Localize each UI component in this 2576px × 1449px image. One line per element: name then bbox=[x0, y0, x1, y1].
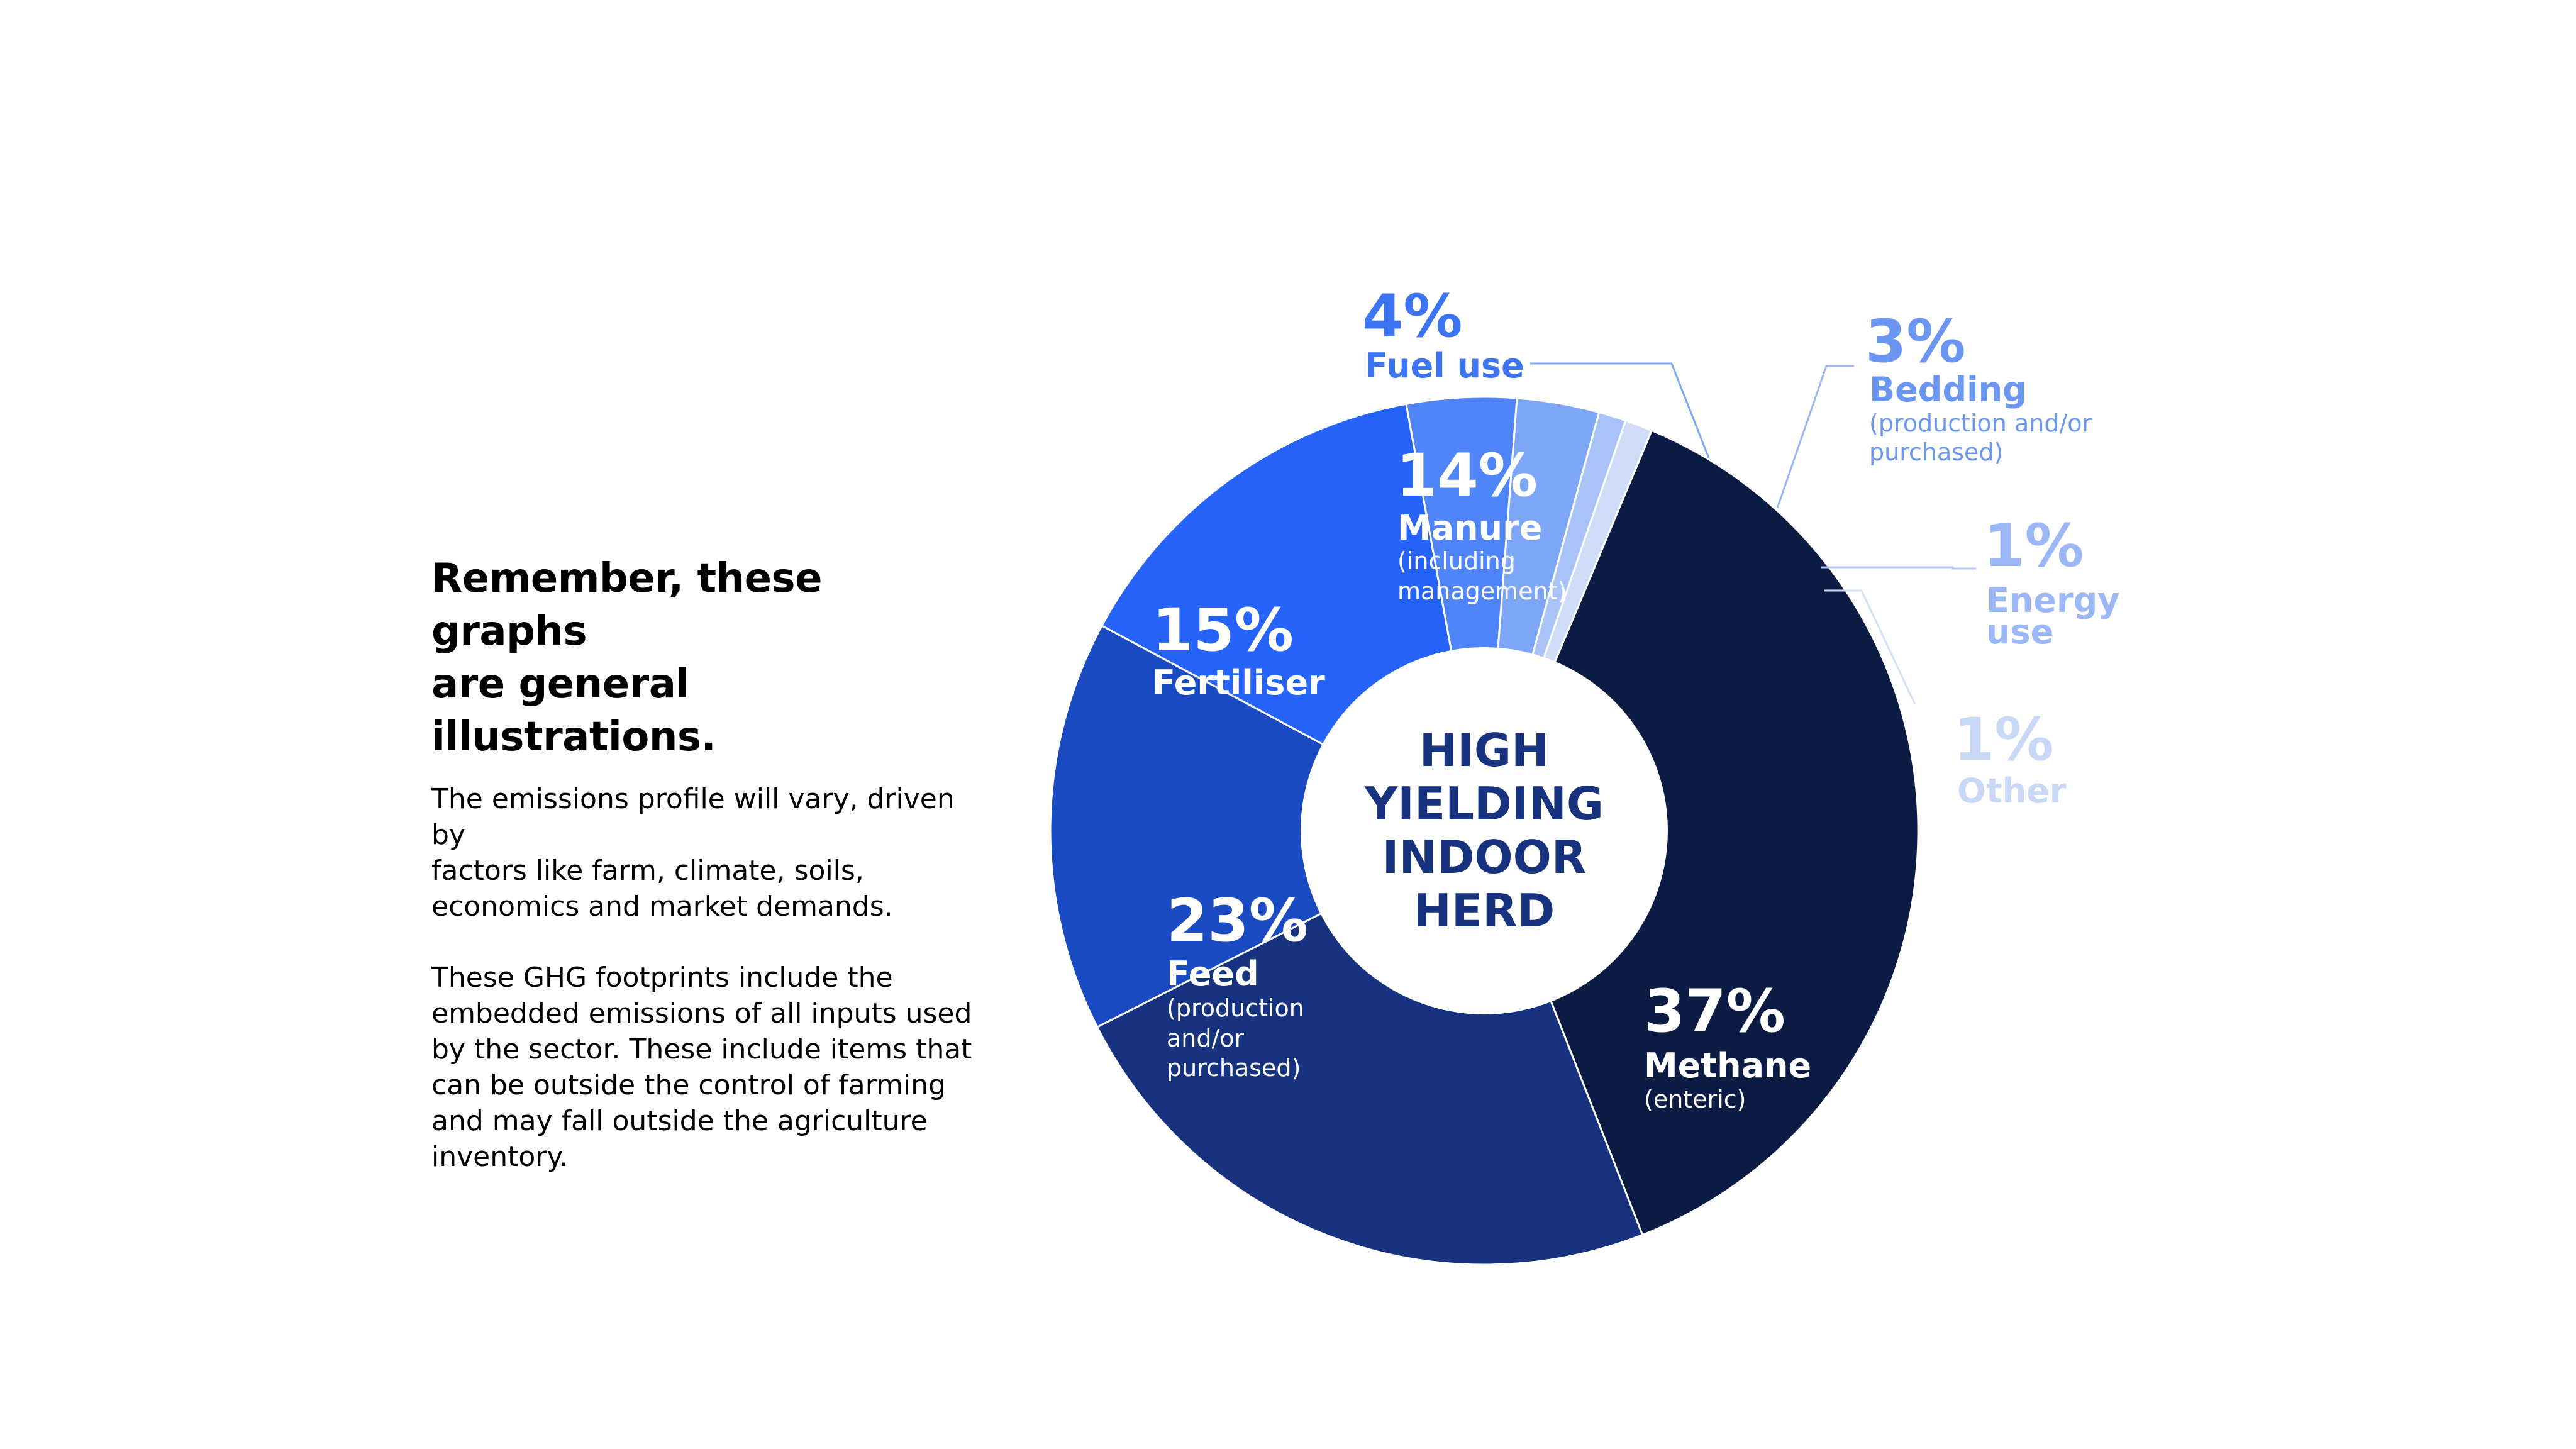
center-label-line: HERD bbox=[1414, 884, 1555, 937]
slice-sub-methane: (enteric) bbox=[1644, 1085, 1746, 1113]
slice-label-manure: 14% Manure (including management) bbox=[1396, 441, 1567, 605]
donut-slice-fertiliser bbox=[1049, 624, 1487, 1029]
energy-use-word-1: Energy bbox=[1986, 580, 2119, 620]
slice-sub-manure: management) bbox=[1397, 577, 1567, 605]
paragraph-emissions-profile: The emissions profile will vary, driven … bbox=[431, 781, 985, 924]
slice-label-methane: 37% Methane (enteric) bbox=[1644, 977, 1811, 1113]
slice-name-energy-use: Energy use bbox=[1986, 580, 2131, 652]
slice-name-fuel-use: Fuel use bbox=[1365, 346, 1524, 386]
slice-sub-manure: (including bbox=[1397, 547, 1516, 575]
slice-sub-feed: purchased) bbox=[1167, 1054, 1301, 1082]
slice-name-feed: Feed bbox=[1167, 954, 1259, 994]
explanation-heading: Remember, these graphs are general illus… bbox=[431, 552, 985, 763]
paragraph-line: and may fall outside the agriculture bbox=[431, 1105, 928, 1137]
slice-label-energy-use: 1% Energy use bbox=[1984, 512, 2131, 652]
slice-name-other: Other bbox=[1957, 771, 2067, 811]
paragraph-line: inventory. bbox=[431, 1141, 569, 1173]
donut-slice-methane bbox=[1483, 429, 1919, 1236]
slice-pct-energy-use: 1% bbox=[1984, 512, 2084, 580]
heading-line: are general illustrations. bbox=[431, 661, 716, 760]
leader-line-other bbox=[1824, 589, 1916, 705]
paragraph-line: embedded emissions of all inputs used bbox=[431, 997, 972, 1030]
paragraph-line: The emissions profile will vary, driven … bbox=[431, 783, 955, 851]
slice-sub-bedding: (production and/or bbox=[1869, 409, 2092, 437]
slice-label-feed: 23% Feed (production and/or purchased) bbox=[1167, 887, 1308, 1082]
heading-line: Remember, these graphs bbox=[431, 555, 823, 655]
slice-pct-manure: 14% bbox=[1396, 441, 1538, 510]
leader-line-energy bbox=[1821, 566, 1976, 570]
slice-pct-fuel-use: 4% bbox=[1362, 282, 1463, 351]
slice-label-fertiliser: 15% Fertiliser bbox=[1152, 596, 1325, 702]
slice-label-bedding: 3% Bedding (production and/or purchased) bbox=[1865, 308, 2092, 466]
leader-line-fuel bbox=[1530, 362, 1710, 458]
paragraph-ghg-footprints: These GHG footprints include the embedde… bbox=[431, 960, 985, 1175]
slice-label-fuel-use: 4% Fuel use bbox=[1362, 282, 1524, 386]
paragraph-line: by the sector. These include items that bbox=[431, 1033, 972, 1065]
slice-sub-bedding: purchased) bbox=[1869, 438, 2003, 466]
explanation-text-block: Remember, these graphs are general illus… bbox=[431, 552, 985, 1175]
donut-hole bbox=[1301, 647, 1668, 1014]
slice-name-bedding: Bedding bbox=[1869, 370, 2027, 409]
slice-sub-feed: (production bbox=[1167, 994, 1304, 1022]
slice-pct-fertiliser: 15% bbox=[1152, 596, 1294, 665]
slice-label-other: 1% Other bbox=[1953, 706, 2067, 811]
slice-pct-feed: 23% bbox=[1167, 887, 1308, 955]
slice-name-fertiliser: Fertiliser bbox=[1152, 663, 1325, 702]
slice-name-methane: Methane bbox=[1644, 1046, 1811, 1085]
slice-pct-bedding: 3% bbox=[1865, 308, 1966, 376]
slice-name-manure: Manure bbox=[1397, 508, 1542, 548]
center-label-line: INDOOR bbox=[1382, 831, 1587, 884]
leader-lines bbox=[1530, 362, 1976, 705]
slice-pct-methane: 37% bbox=[1644, 977, 1785, 1046]
paragraph-line: can be outside the control of farming bbox=[431, 1069, 946, 1101]
paragraph-line: factors like farm, climate, soils, bbox=[431, 855, 864, 887]
center-label-line: YIELDING bbox=[1364, 777, 1604, 830]
slice-pct-other: 1% bbox=[1953, 706, 2054, 774]
center-label-line: HIGH bbox=[1419, 724, 1549, 777]
center-label: HIGH YIELDING INDOOR HERD bbox=[1364, 724, 1604, 937]
energy-use-word-2: use bbox=[1986, 612, 2053, 652]
slice-sub-feed: and/or bbox=[1167, 1024, 1245, 1052]
paragraph-line: economics and market demands. bbox=[431, 891, 893, 923]
paragraph-line: These GHG footprints include the bbox=[431, 962, 893, 994]
leader-line-bedding bbox=[1776, 365, 1854, 509]
